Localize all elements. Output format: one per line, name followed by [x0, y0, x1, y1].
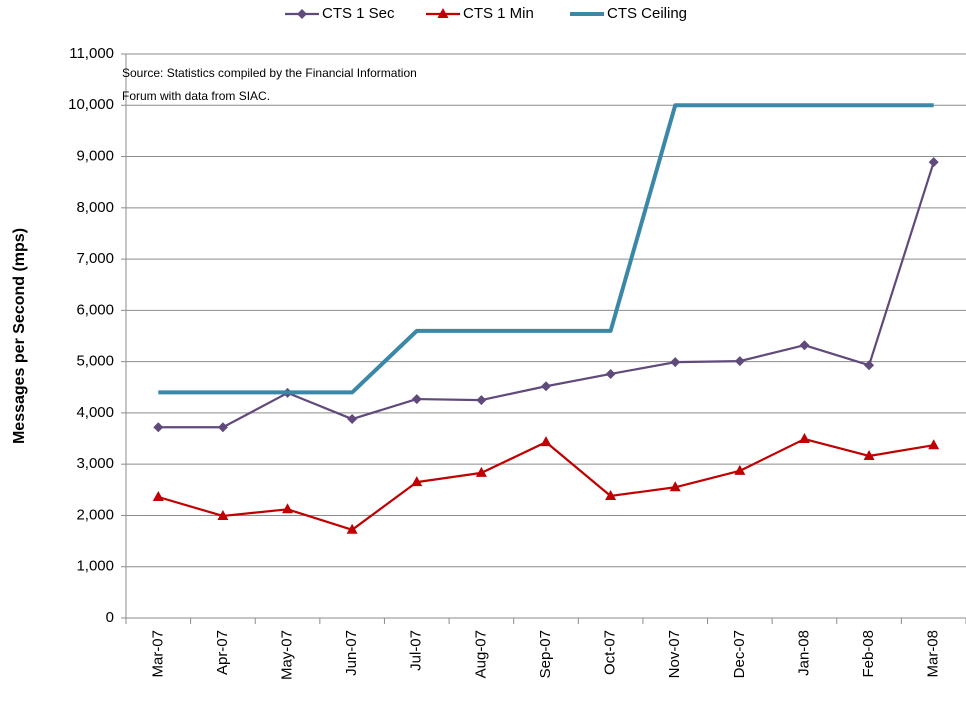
point: [734, 464, 746, 475]
point: [928, 157, 939, 168]
point: [669, 481, 681, 492]
y-axis-label: Messages per Second (mps): [11, 228, 28, 444]
y-tick-label: 3,000: [76, 455, 114, 472]
point: [347, 414, 358, 425]
legend-marker: [437, 8, 449, 18]
x-tick-label: Feb-08: [860, 630, 877, 678]
y-tick-label: 9,000: [76, 148, 114, 165]
y-tick-label: 10,000: [68, 96, 114, 113]
legend-marker: [297, 9, 307, 19]
x-tick-label: Oct-07: [602, 630, 619, 675]
point: [863, 449, 875, 460]
x-tick-label: Jul-07: [408, 630, 425, 671]
legend-label: CTS Ceiling: [607, 5, 687, 22]
x-tick-label: Mar-08: [925, 630, 942, 678]
x-tick-label: Sep-07: [537, 630, 554, 678]
point: [864, 360, 875, 371]
point: [476, 395, 487, 406]
legend-label: CTS 1 Min: [463, 5, 534, 22]
series-line: [157, 437, 934, 531]
point: [282, 503, 294, 514]
x-tick-label: Apr-07: [214, 630, 231, 675]
y-tick-label: 0: [106, 609, 114, 626]
x-tick-label: Jan-08: [795, 630, 812, 676]
point: [670, 357, 681, 368]
y-tick-label: 11,000: [69, 45, 114, 62]
point: [217, 509, 229, 520]
x-tick-label: Jun-07: [343, 630, 360, 676]
point: [798, 433, 810, 444]
x-tick-label: Aug-07: [472, 630, 489, 678]
point: [152, 490, 164, 501]
y-tick-label: 8,000: [76, 199, 114, 216]
y-tick-label: 2,000: [76, 506, 114, 523]
point: [475, 466, 487, 477]
point: [346, 523, 358, 534]
y-tick-label: 1,000: [76, 558, 114, 575]
point: [540, 436, 552, 447]
x-tick-label: Nov-07: [666, 630, 683, 678]
legend-label: CTS 1 Sec: [322, 5, 395, 22]
y-tick-label: 4,000: [76, 404, 114, 421]
point: [411, 394, 422, 405]
point: [734, 356, 745, 367]
x-tick-label: Mar-07: [149, 630, 166, 678]
point: [928, 439, 940, 450]
x-tick-label: Dec-07: [731, 630, 748, 678]
point: [605, 368, 616, 379]
y-tick-label: 7,000: [76, 250, 114, 267]
annotation: Forum with data from SIAC.: [122, 89, 270, 103]
point: [541, 381, 551, 392]
annotation: Source: Statistics compiled by the Finan…: [122, 66, 417, 80]
x-tick-label: May-07: [279, 630, 296, 680]
point: [217, 422, 228, 433]
point: [411, 476, 423, 487]
point: [153, 422, 164, 433]
series-line: [158, 103, 934, 395]
y-tick-label: 5,000: [76, 353, 114, 370]
point: [799, 340, 810, 351]
y-tick-label: 6,000: [76, 301, 114, 318]
point: [605, 489, 617, 500]
